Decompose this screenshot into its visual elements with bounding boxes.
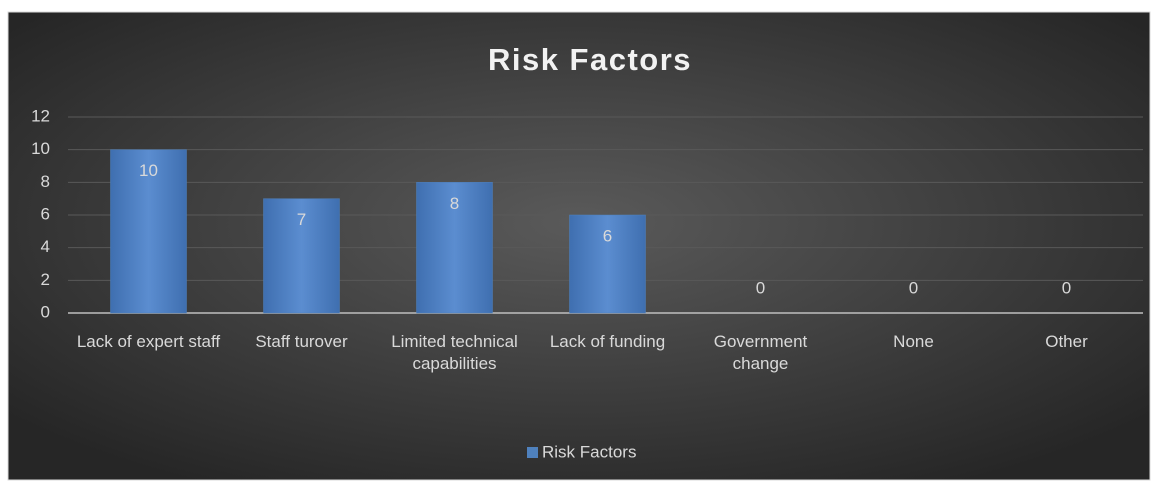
y-tick-label: 0 — [41, 302, 50, 321]
x-tick-label: Lack of funding — [549, 332, 666, 351]
x-tick-label: Other — [1045, 332, 1088, 351]
bar — [110, 149, 187, 314]
data-label: 0 — [1062, 278, 1071, 297]
legend-label: Risk Factors — [542, 442, 636, 461]
x-tick-label-box: Government change — [713, 332, 808, 373]
bar — [416, 182, 493, 314]
data-label: 0 — [756, 278, 765, 297]
y-tick-label: 4 — [41, 237, 50, 256]
x-tick-label: Limited technical capabilities — [391, 332, 518, 373]
y-tick-label: 10 — [31, 139, 50, 158]
data-label: 10 — [139, 161, 158, 180]
data-label: 8 — [450, 194, 459, 213]
data-label: 7 — [297, 210, 306, 229]
x-tick-label: Staff turover — [255, 332, 348, 351]
x-tick-label-box: Staff turover — [255, 332, 348, 351]
x-tick-label: Lack of expert staff — [76, 332, 221, 351]
x-tick-label-box: Lack of expert staff — [76, 332, 221, 351]
data-label: 0 — [909, 278, 918, 297]
x-tick-label-box: None — [893, 332, 934, 351]
x-tick-label-box: Other — [1045, 332, 1088, 351]
legend-swatch — [527, 447, 538, 458]
x-tick-label: None — [893, 332, 934, 351]
bar — [569, 214, 646, 314]
bar — [263, 198, 340, 314]
x-tick-label-box: Limited technical capabilities — [391, 332, 518, 373]
chart-title: Risk Factors — [488, 42, 692, 77]
y-tick-label: 12 — [31, 106, 50, 125]
x-tick-label: Government change — [713, 332, 808, 373]
y-tick-label: 2 — [41, 270, 50, 289]
data-label: 6 — [603, 226, 612, 245]
y-tick-label: 6 — [41, 204, 50, 223]
y-tick-label: 8 — [41, 172, 50, 191]
x-tick-label-box: Lack of funding — [549, 332, 666, 351]
